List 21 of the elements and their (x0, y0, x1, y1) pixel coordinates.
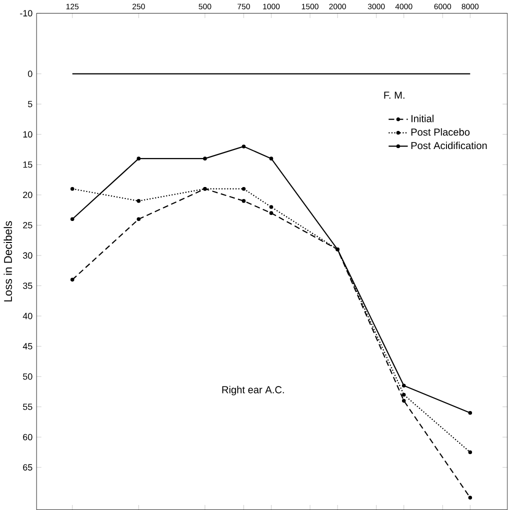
y-tick-label: 65 (23, 464, 32, 471)
y-tick-label: 0 (28, 70, 32, 77)
legend-label: Initial (412, 114, 434, 122)
y-tick-label: 40 (23, 312, 32, 320)
y-tick-label: 35 (23, 282, 32, 289)
annotation: F. M. (384, 92, 405, 99)
y-tick-label: 10 (24, 131, 32, 138)
y-tick-label: 15 (24, 162, 32, 168)
y-tick-label: -10 (20, 10, 32, 16)
y-tick-label: 30 (23, 252, 32, 259)
y-tick-label: 20 (23, 192, 32, 198)
y-tick-label: 45 (23, 343, 32, 350)
legend-label: Post Placebo (412, 128, 470, 136)
y-tick-label: 50 (23, 373, 32, 380)
annotation: Right ear A.C. (222, 386, 284, 396)
y-tick-label: 25 (23, 222, 32, 228)
y-tick-label: 55 (23, 404, 32, 410)
y-tick-label: 5 (28, 100, 32, 108)
y-axis-title: Loss in Decibels (4, 221, 12, 302)
legend-label: Post Acidification (412, 142, 487, 150)
y-tick-label: 60 (23, 434, 32, 440)
